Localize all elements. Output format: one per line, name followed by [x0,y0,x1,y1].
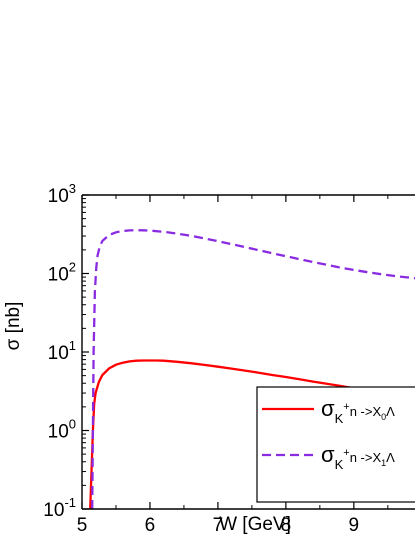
y-tick-label: 101 [48,338,76,364]
x-tick-label: 5 [77,515,88,536]
y-axis-label: σ [nb] [3,302,24,351]
series-line-1 [91,229,415,509]
y-tick-label: 102 [48,260,76,286]
legend: σK+n ->X0Λ σK+n ->X1Λ [256,386,415,503]
legend-label-0: σK+n ->X0Λ [321,396,395,426]
legend-box [256,386,415,503]
x-tick-label: 9 [349,515,360,536]
x-tick-label: 8 [281,515,292,536]
x-axis-label: W [GeV] [219,514,291,535]
y-tick-label: 100 [48,417,76,443]
y-tick-label: 103 [48,181,76,207]
legend-label-1: σK+n ->X1Λ [321,442,395,472]
x-tick-label: 7 [213,515,224,536]
ticks-layer: 5 6 7 8 9 10-1 100 101 102 103 [43,181,389,536]
y-tick-label: 10-1 [43,495,76,521]
x-tick-label: 6 [145,515,156,536]
